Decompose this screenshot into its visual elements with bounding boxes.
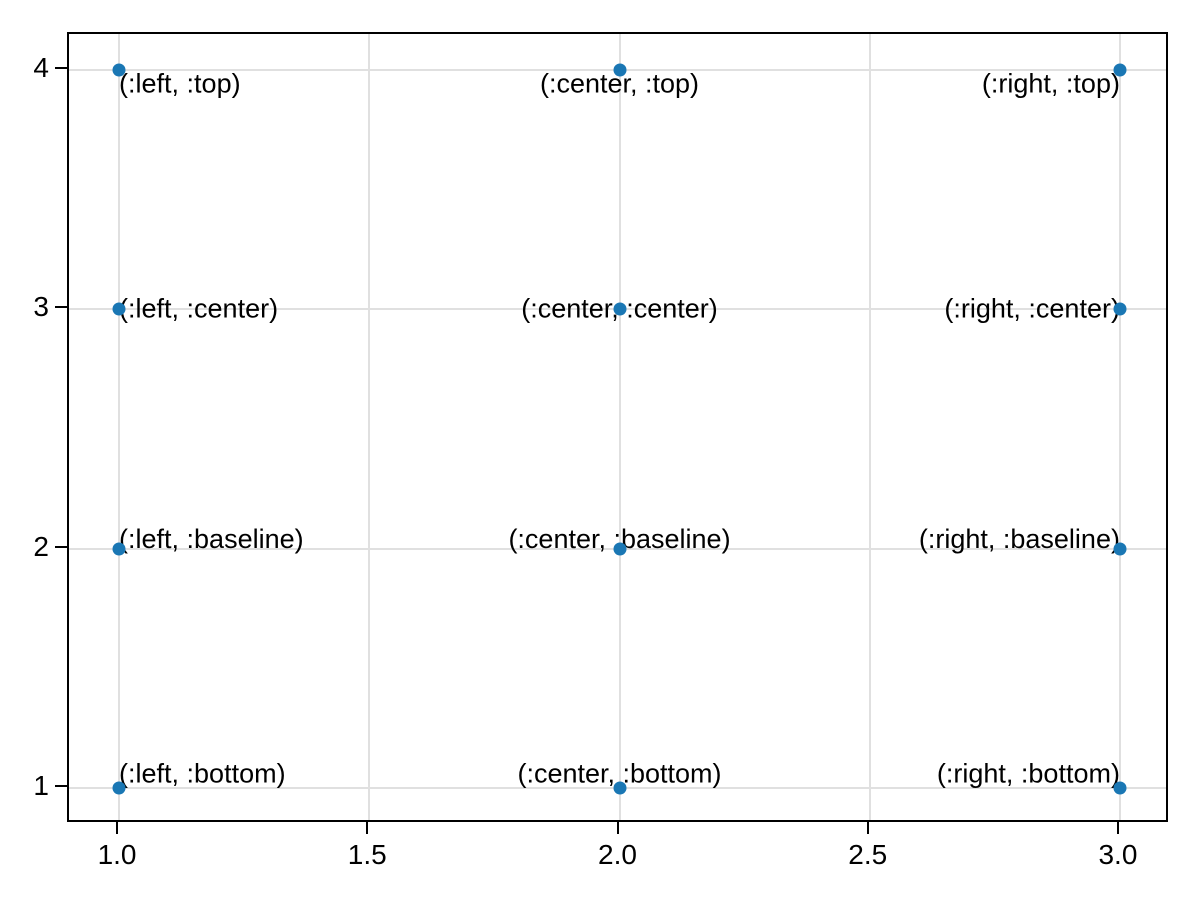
y-tick-mark	[55, 545, 67, 548]
x-gridline	[368, 34, 371, 820]
x-tick-mark	[1116, 822, 1119, 834]
x-gridline	[1118, 34, 1121, 820]
data-point	[613, 781, 626, 795]
data-point	[613, 63, 626, 77]
data-point	[613, 302, 626, 316]
x-tick-mark	[366, 822, 369, 834]
y-tick-label: 3	[33, 291, 49, 323]
point-label: (:right, :bottom)	[936, 758, 1120, 789]
x-tick-mark	[866, 822, 869, 834]
y-tick-mark	[55, 785, 67, 788]
x-gridline	[868, 34, 871, 820]
data-point	[1113, 63, 1127, 77]
y-tick-mark	[55, 66, 67, 69]
point-label: (:left, :baseline)	[119, 523, 304, 554]
y-tick-label: 4	[33, 51, 49, 83]
data-point	[112, 781, 126, 795]
x-tick-label: 1.5	[347, 839, 387, 870]
point-label: (:left, :center)	[119, 293, 279, 324]
x-tick-label: 2.5	[848, 839, 888, 870]
x-tick-label: 2.0	[598, 839, 637, 870]
point-label: (:right, :top)	[981, 68, 1120, 99]
x-gridline	[618, 34, 621, 820]
x-tick-label: 3.0	[1098, 839, 1138, 870]
y-tick-label: 2	[33, 530, 49, 562]
point-label: (:right, :baseline)	[918, 523, 1120, 554]
point-label: (:left, :bottom)	[119, 758, 286, 789]
x-tick-mark	[616, 822, 619, 834]
data-point	[613, 542, 626, 556]
y-tick-label: 1	[33, 770, 49, 802]
x-tick-mark	[116, 822, 119, 834]
data-point	[1113, 542, 1127, 556]
point-label: (:left, :top)	[119, 68, 241, 99]
data-point	[112, 302, 126, 316]
point-label: (:right, :center)	[944, 293, 1120, 324]
data-point	[1113, 302, 1127, 316]
data-point	[1113, 781, 1127, 795]
plot-area: (:left, :top) (:center, :top) (:right, :to…	[67, 32, 1168, 822]
x-gridline	[118, 34, 121, 820]
y-tick-mark	[55, 306, 67, 309]
data-point	[112, 542, 126, 556]
data-point	[112, 63, 126, 77]
x-tick-label: 1.0	[97, 839, 137, 870]
